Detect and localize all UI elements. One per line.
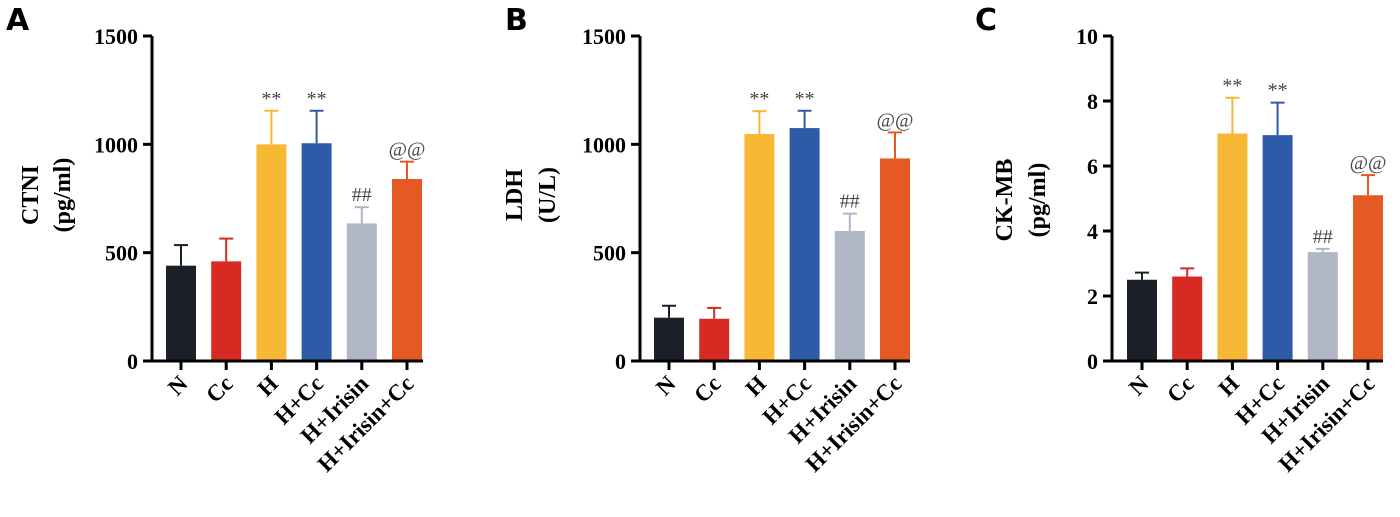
bar: [1353, 195, 1383, 360]
bar: [1127, 279, 1157, 360]
bar: [301, 143, 332, 360]
bar: [834, 231, 865, 360]
y-tick-label: 1000: [94, 132, 138, 157]
bar: [211, 261, 242, 360]
significance-label: **: [307, 88, 327, 110]
y-tick-label: 1500: [582, 24, 626, 49]
x-tick-label: Cc: [1162, 371, 1199, 408]
y-tick-label: 0: [127, 349, 138, 374]
bar: [699, 318, 730, 360]
y-axis-unit: (pg/ml): [1025, 163, 1051, 238]
y-tick-label: 0: [615, 349, 626, 374]
significance-label: ##: [840, 191, 860, 213]
y-tick-label: 500: [105, 241, 138, 266]
bar: [346, 223, 377, 360]
x-tick-label: H: [253, 371, 283, 401]
y-axis-label: CTNI: [18, 165, 44, 225]
bar: [744, 133, 775, 360]
significance-label: @@: [1350, 152, 1387, 174]
bar: [1217, 133, 1248, 360]
x-tick-label: H: [741, 371, 771, 401]
x-tick-label: N: [651, 371, 681, 401]
x-tick-label: N: [163, 371, 193, 401]
y-axis-unit: (U/L): [535, 167, 561, 223]
significance-label: **: [1222, 75, 1242, 97]
y-tick-label: 1000: [582, 132, 626, 157]
significance-label: ##: [352, 184, 372, 206]
y-tick-label: 0: [1087, 349, 1098, 374]
bar: [1172, 276, 1203, 360]
bar: [256, 144, 287, 360]
y-tick-label: 10: [1076, 24, 1098, 49]
y-tick-label: 6: [1087, 154, 1098, 179]
bar: [1262, 135, 1293, 360]
panel-letter: A: [6, 3, 30, 38]
significance-label: ##: [1313, 226, 1333, 248]
significance-label: **: [1268, 80, 1288, 102]
x-tick-label: N: [1124, 371, 1154, 401]
significance-label: **: [261, 88, 281, 110]
bar: [166, 265, 196, 360]
y-tick-label: 8: [1087, 89, 1098, 114]
significance-label: @@: [389, 139, 426, 161]
significance-label: **: [749, 88, 769, 110]
bar: [880, 158, 910, 360]
y-tick-label: 2: [1087, 284, 1098, 309]
y-axis-unit: (pg/ml): [50, 158, 76, 233]
bar: [392, 179, 422, 360]
x-tick-label: Cc: [689, 371, 726, 408]
y-tick-label: 4: [1087, 219, 1098, 244]
y-tick-label: 500: [593, 241, 626, 266]
bar: [654, 317, 684, 360]
bar: [1307, 252, 1338, 360]
panel-letter: B: [505, 3, 528, 38]
y-axis-label: LDH: [502, 169, 528, 221]
y-axis-label: CK-MB: [992, 159, 1018, 242]
x-tick-label: H: [1214, 371, 1244, 401]
y-tick-label: 1500: [94, 24, 138, 49]
significance-label: @@: [877, 109, 914, 131]
significance-label: **: [795, 88, 815, 110]
bar: [789, 128, 820, 360]
panel-letter: C: [975, 3, 997, 38]
x-tick-label: Cc: [201, 371, 238, 408]
